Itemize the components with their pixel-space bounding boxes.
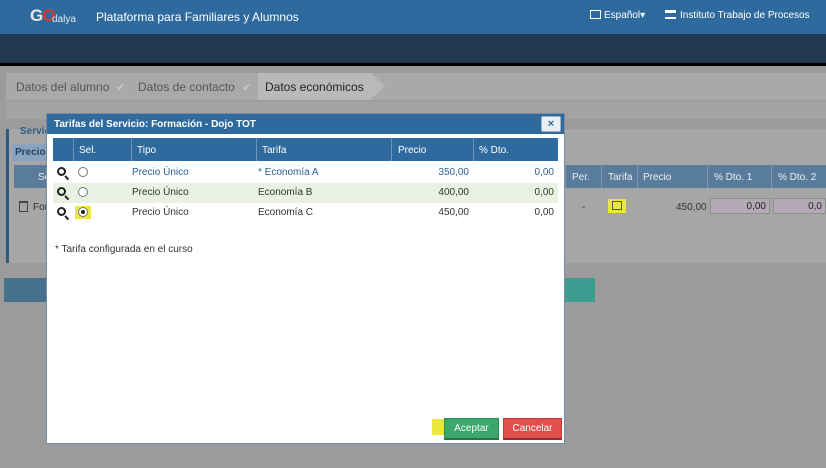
dialog-header: Tarifas del Servicio: Formación - Dojo T… <box>47 114 564 134</box>
check-icon: ✔ <box>116 82 126 94</box>
top-header: GO dalya Plataforma para Familiares y Al… <box>0 0 826 34</box>
column-divider <box>637 165 638 188</box>
row-tipo[interactable]: Precio Único <box>132 167 189 178</box>
column-tarifa: Tarifa <box>262 145 287 156</box>
active-step-background <box>258 73 371 100</box>
column-tipo: Tipo <box>137 145 157 156</box>
logo-o: O <box>42 6 55 25</box>
column-divider <box>771 165 772 188</box>
table-row: Precio Único Economía C 450,00 0,00 <box>53 203 558 223</box>
select-radio[interactable] <box>78 207 88 217</box>
logo-mark: GO <box>30 6 55 26</box>
discount-2-input[interactable]: 0,0 <box>773 198 826 214</box>
column-precio: Precio <box>398 145 427 156</box>
column-divider <box>473 138 474 161</box>
search-icon[interactable] <box>57 187 70 201</box>
navigation-bar <box>0 34 826 66</box>
row-tipo: Precio Único <box>132 187 189 198</box>
row-precio: 450,00 <box>438 207 469 218</box>
accept-button[interactable]: Aceptar <box>444 418 499 440</box>
logo-g: G <box>30 6 43 25</box>
discount-1-input[interactable]: 0,00 <box>710 198 770 214</box>
column-tarifa: Tarifa <box>608 172 633 183</box>
select-radio[interactable] <box>78 167 88 177</box>
column-divider <box>601 165 602 188</box>
language-icon <box>590 10 601 19</box>
row-precio: 400,00 <box>438 187 469 198</box>
background-button <box>565 278 595 302</box>
close-button[interactable]: × <box>541 116 561 132</box>
language-selector[interactable]: Español▾ <box>590 10 645 21</box>
language-label: Español <box>604 10 641 21</box>
row-tarifa: Economía B <box>258 187 313 198</box>
app-logo[interactable]: GO dalya <box>30 6 90 28</box>
column-dto2: % Dto. 2 <box>778 172 817 183</box>
chevron-down-icon: ▾ <box>640 10 646 21</box>
row-dto: 0,00 <box>534 207 554 218</box>
institution-icon <box>665 10 676 19</box>
row-dto: 0,00 <box>534 187 554 198</box>
step-economic-data[interactable]: Datos económicos <box>265 80 364 94</box>
search-icon[interactable] <box>57 167 70 181</box>
service-row-price: 450,00 <box>676 202 707 213</box>
tariffs-dialog: Tarifas del Servicio: Formación - Dojo T… <box>46 113 565 444</box>
institution-label: Instituto Trabajo de Procesos <box>680 10 810 21</box>
row-precio: 350,00 <box>438 167 469 178</box>
active-step-arrow <box>371 73 385 99</box>
column-per: Per. <box>572 172 590 183</box>
column-divider <box>256 138 257 161</box>
column-divider <box>131 138 132 161</box>
dialog-title: Tarifas del Servicio: Formación - Dojo T… <box>54 119 256 130</box>
institution-link[interactable]: Instituto Trabajo de Procesos <box>665 10 810 21</box>
column-se: Se <box>38 172 51 183</box>
column-divider <box>565 165 566 188</box>
column-divider <box>707 165 708 188</box>
wizard-steps: Datos del alumno ✔ Datos de contacto ✔ D… <box>6 73 826 100</box>
table-row: Precio Único * Economía A 350,00 0,00 <box>53 163 558 183</box>
services-panel-title: Servic <box>20 126 51 137</box>
column-divider <box>73 138 74 161</box>
column-dto1: % Dto. 1 <box>714 172 753 183</box>
trash-icon[interactable] <box>19 201 28 212</box>
tariff-note: * Tarifa configurada en el curso <box>55 244 193 255</box>
step-contact-data[interactable]: Datos de contacto <box>138 80 235 94</box>
step-student-data[interactable]: Datos del alumno <box>16 80 110 94</box>
row-tipo: Precio Único <box>132 207 189 218</box>
column-dto: % Dto. <box>479 145 510 156</box>
search-icon[interactable] <box>57 207 70 221</box>
column-divider <box>391 138 392 161</box>
row-tarifa: Economía C <box>258 207 314 218</box>
column-precio: Precio <box>643 172 672 183</box>
table-row: Precio Único Economía B 400,00 0,00 <box>53 183 558 203</box>
column-sel: Sel. <box>79 145 97 156</box>
row-dto: 0,00 <box>534 167 554 178</box>
service-row-name: For <box>33 202 48 213</box>
service-row-per: - <box>582 202 586 213</box>
cancel-button[interactable]: Cancelar <box>503 418 562 440</box>
logo-text: dalya <box>52 14 76 25</box>
app-title: Plataforma para Familiares y Alumnos <box>96 10 299 24</box>
edit-icon[interactable] <box>612 201 622 210</box>
precio-tab[interactable]: Precio <box>12 144 52 161</box>
check-icon: ✔ <box>242 82 252 94</box>
select-radio[interactable] <box>78 187 88 197</box>
tariffs-table-header: Sel. Tipo Tarifa Precio % Dto. <box>53 138 558 161</box>
row-tarifa[interactable]: * Economía A <box>258 167 319 178</box>
background-button <box>4 278 48 302</box>
